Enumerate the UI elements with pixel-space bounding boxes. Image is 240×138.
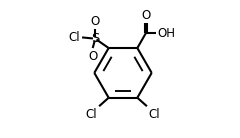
Text: Cl: Cl (69, 31, 80, 44)
Text: Cl: Cl (148, 108, 160, 121)
Text: Cl: Cl (86, 108, 97, 121)
Text: O: O (90, 15, 99, 28)
Text: O: O (141, 9, 150, 22)
Text: OH: OH (157, 27, 175, 40)
Text: O: O (88, 50, 97, 63)
Text: S: S (91, 32, 99, 45)
